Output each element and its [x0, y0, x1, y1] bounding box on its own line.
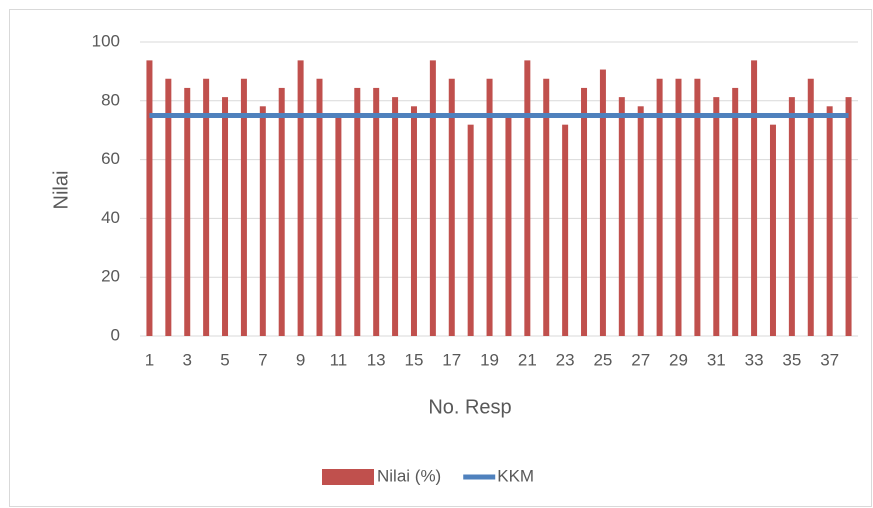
bar: [222, 97, 229, 336]
bar: [599, 69, 606, 337]
x-tick-label: 15: [405, 350, 424, 369]
y-tick-label: 60: [101, 149, 120, 168]
x-tick-label: 37: [820, 350, 839, 369]
bar: [694, 78, 701, 336]
bar: [429, 60, 436, 336]
bar: [316, 78, 323, 336]
x-tick-label: 25: [593, 350, 612, 369]
y-tick-label: 40: [101, 208, 120, 227]
bar: [240, 78, 247, 336]
bar: [146, 60, 153, 336]
x-tick-label: 35: [782, 350, 801, 369]
x-tick-label: 13: [367, 350, 386, 369]
y-tick-label: 20: [101, 267, 120, 286]
legend-swatch: [322, 469, 374, 485]
y-tick-label: 0: [111, 325, 120, 344]
bar: [335, 115, 342, 336]
x-tick-label: 5: [220, 350, 229, 369]
bar: [392, 97, 399, 336]
bar: [845, 97, 852, 336]
bar: [297, 60, 304, 336]
bar: [448, 78, 455, 336]
bar: [486, 78, 493, 336]
bar: [373, 87, 380, 337]
legend-label: Nilai (%): [377, 466, 441, 485]
y-tick-label: 100: [92, 31, 120, 50]
y-axis-title: Nilai: [50, 171, 72, 210]
x-axis-title: No. Resp: [428, 396, 511, 418]
bar: [807, 78, 814, 336]
x-tick-label: 19: [480, 350, 499, 369]
x-tick-label: 7: [258, 350, 267, 369]
bar: [751, 60, 758, 336]
bar: [259, 106, 266, 337]
x-tick-label: 11: [330, 350, 348, 369]
bar: [543, 78, 550, 336]
bar: [505, 115, 512, 336]
bar: [656, 78, 663, 336]
bar: [524, 60, 531, 336]
y-tick-label: 80: [101, 90, 120, 109]
bar: [826, 106, 833, 337]
x-tick-label: 9: [296, 350, 305, 369]
bar: [732, 87, 739, 337]
bar: [675, 78, 682, 336]
x-tick-label: 3: [183, 350, 192, 369]
bar: [354, 87, 361, 337]
bar: [410, 106, 417, 337]
x-tick-label: 17: [442, 350, 461, 369]
x-tick-label: 33: [745, 350, 764, 369]
bar: [769, 124, 776, 337]
bar: [581, 87, 588, 337]
x-tick-label: 27: [631, 350, 650, 369]
legend-label: KKM: [497, 466, 534, 485]
bar: [278, 87, 285, 337]
bar: [203, 78, 210, 336]
bar: [165, 78, 172, 336]
x-tick-label: 1: [145, 350, 154, 369]
bar: [637, 106, 644, 337]
bar: [713, 97, 720, 336]
bar: [184, 87, 191, 337]
x-tick-label: 31: [707, 350, 726, 369]
x-tick-label: 23: [556, 350, 575, 369]
x-tick-label: 21: [518, 350, 537, 369]
bar: [562, 124, 569, 337]
x-tick-label: 29: [669, 350, 688, 369]
chart-border: [9, 9, 872, 507]
bar: [788, 97, 795, 336]
bar: [618, 97, 625, 336]
bar: [467, 124, 474, 337]
